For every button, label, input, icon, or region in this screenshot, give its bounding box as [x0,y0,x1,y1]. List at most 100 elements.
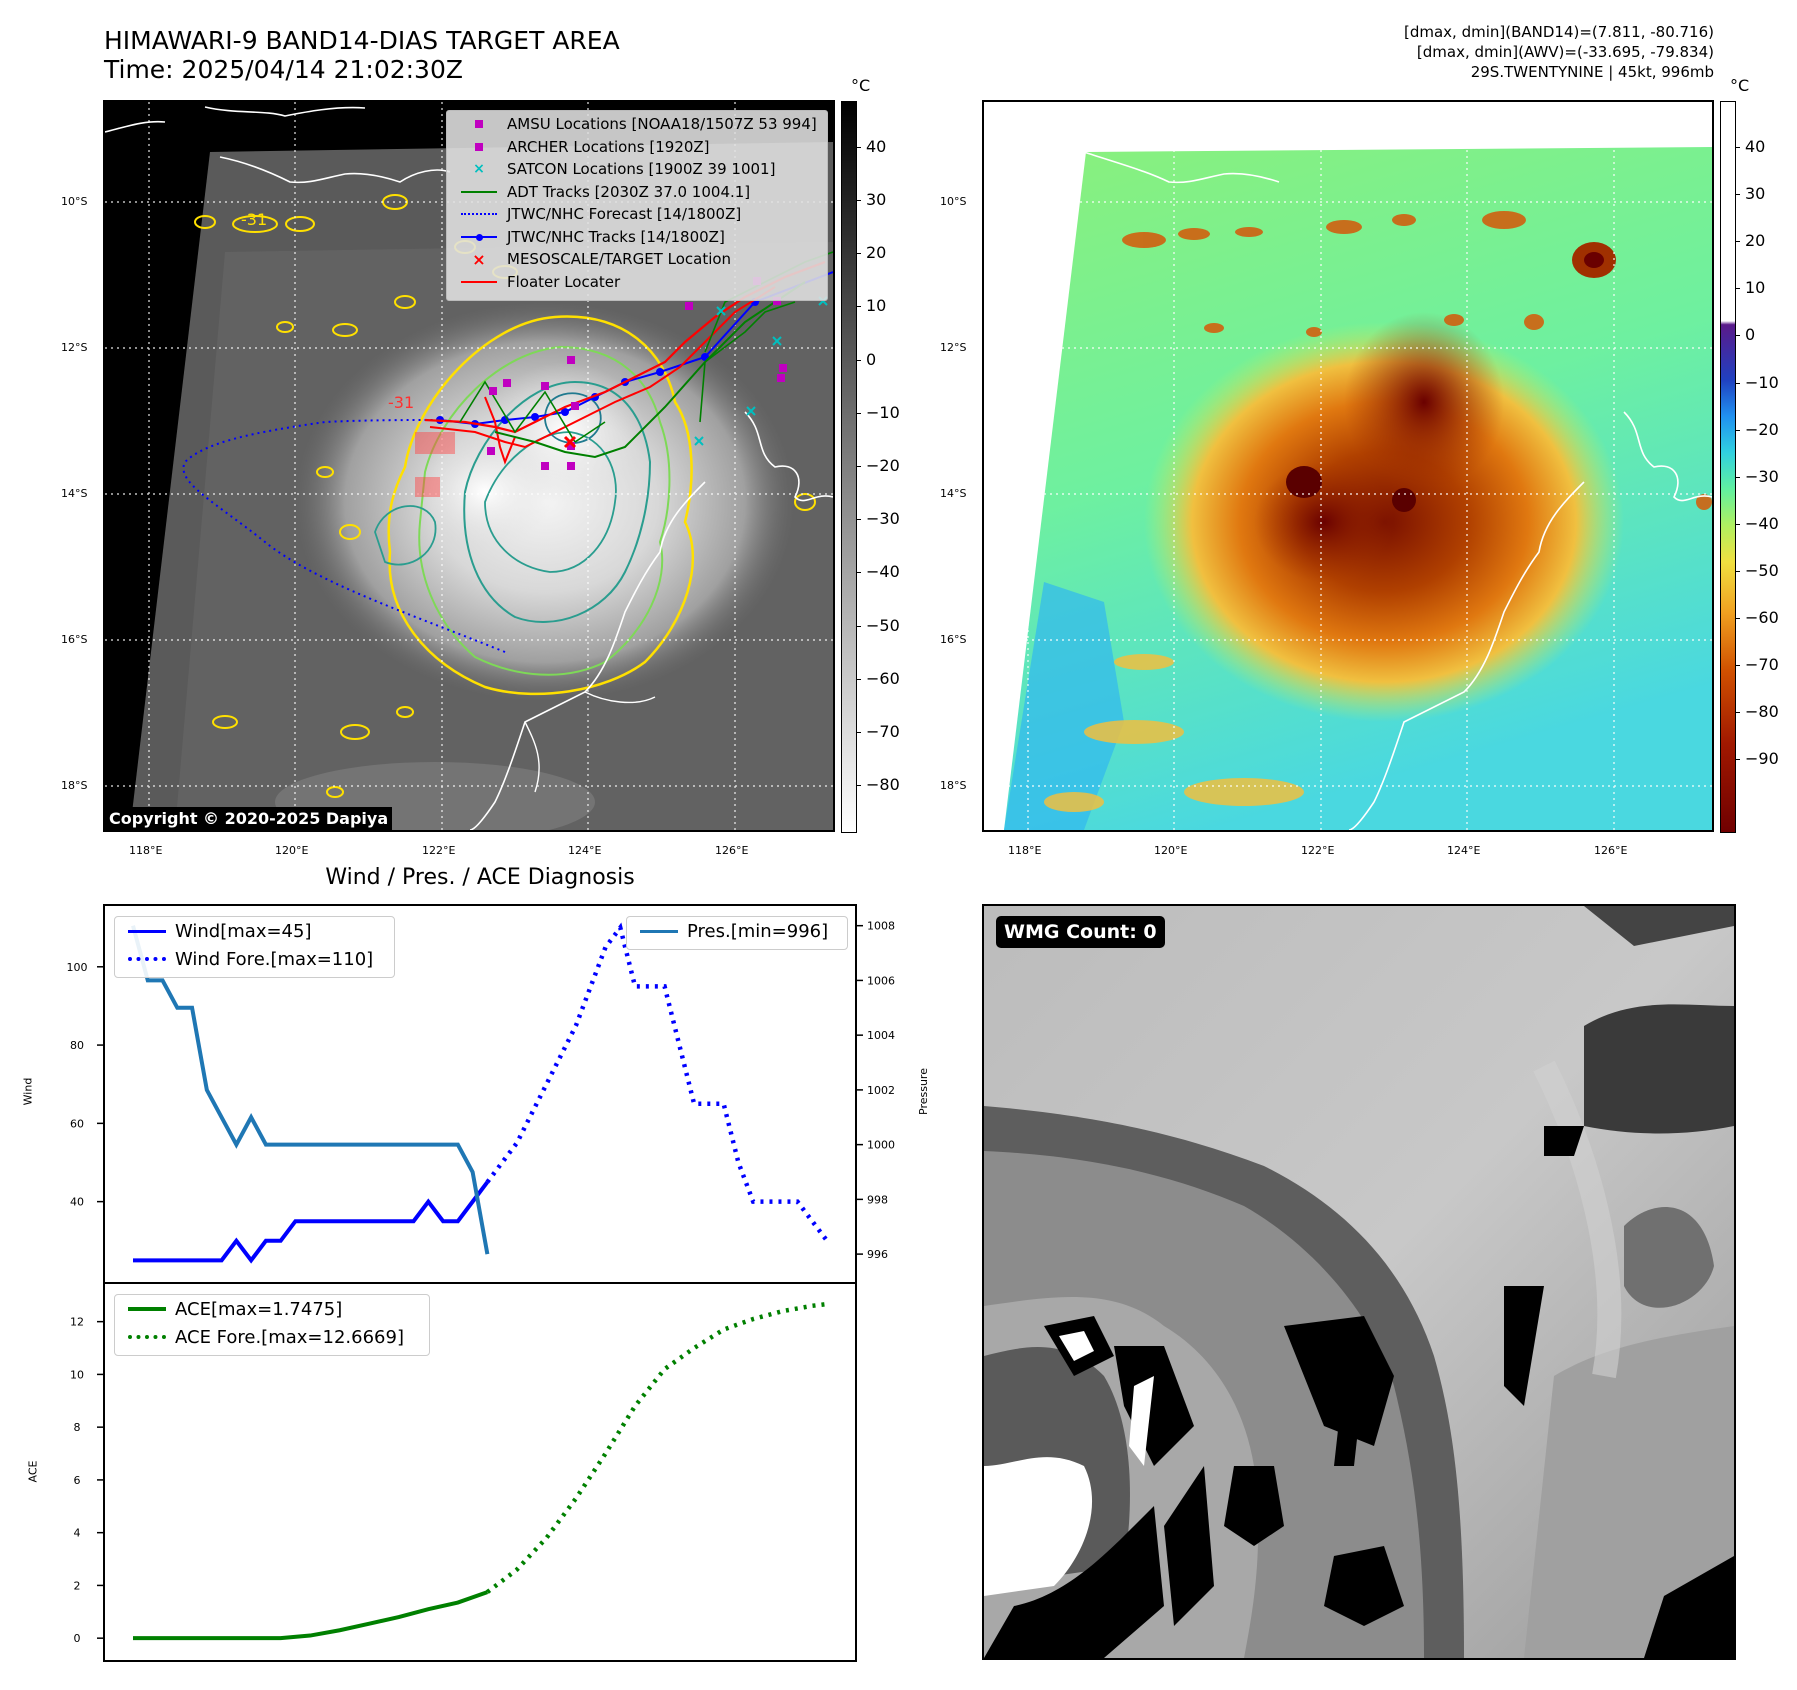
solid-line-icon [125,922,169,940]
ir-colorbar-tick-label: −40 [866,562,900,582]
y-tick-label: 2 [74,1579,81,1592]
x-marker-icon: × [473,161,485,178]
awv-colorbar-tick-mark [1735,194,1740,196]
microwave-imagery-panel: WMG Count: 0 [982,904,1736,1660]
ir-colorbar-tick-mark [856,678,861,680]
awv-colorbar-tick-label: 40 [1745,136,1766,156]
awv-colorbar-tick-label: −30 [1745,466,1779,486]
solid-line-icon [637,922,681,940]
y-tick-label: 80 [70,1039,84,1052]
awv-lat-tick-label: 10°S [940,195,967,208]
legend-label-amsu: AMSU Locations [NOAA18/1507Z 53 994] [507,115,817,134]
awv-lon-tick-label: 120°E [1154,844,1188,857]
legend-item-adt: ADT Tracks [2030Z 37.0 1004.1] [447,181,827,204]
ir-colorbar-tick-label: 20 [866,243,887,263]
awv-lon-tick-label: 124°E [1447,844,1481,857]
ir-colorbar-tick-mark [856,412,861,414]
legend-item-jtwc-forecast: JTWC/NHC Forecast [14/1800Z] [447,203,827,226]
y-tick-label: 60 [70,1117,84,1130]
diagnosis-title: Wind / Pres. / ACE Diagnosis [325,865,635,890]
legend-label-ace: ACE[max=1.7475] [175,1298,343,1320]
awv-colorbar-tick-label: −50 [1745,561,1779,580]
ir-colorbar-tick-label: −30 [866,509,900,529]
legend-item-amsu: AMSU Locations [NOAA18/1507Z 53 994] [447,113,827,136]
ir-colorbar [841,101,857,833]
y-right-tick-label: 1006 [867,974,895,987]
y-tick-label: 6 [74,1474,81,1487]
dotted-line-icon [457,205,501,223]
awv-colorbar-tick-mark [1735,712,1740,714]
awv-colorbar-tick-mark [1735,429,1740,431]
legend-label-target: MESOSCALE/TARGET Location [507,250,732,269]
ir-lon-tick-label: 124°E [568,844,602,857]
ir-lon-tick-label: 122°E [422,844,456,857]
awv-colorbar-tick-mark [1735,288,1740,290]
ir-colorbar-tick-label: −70 [866,721,900,741]
awv-colorbar-tick-label: −40 [1745,513,1779,533]
y-tick-label: 100 [67,961,88,974]
legend-label-ace-forecast: ACE Fore.[max=12.6669] [175,1326,404,1348]
awv-colorbar-tick-mark [1735,571,1740,572]
awv-colorbar-tick-label: −60 [1745,608,1779,628]
dotted-line-icon [125,950,169,968]
legend-label-satcon: SATCON Locations [1900Z 39 1001] [507,160,776,179]
ir-colorbar-unit: °C [851,76,871,95]
figure-title-line1: HIMAWARI-9 BAND14-DIAS TARGET AREA [104,26,620,55]
ir-colorbar-tick-mark [856,306,861,308]
awv-colorbar-tick-label: −80 [1745,702,1779,722]
awv-colorbar-tick-mark [1735,335,1740,337]
info-line-storm: 29S.TWENTYNINE | 45kt, 996mb [1470,63,1714,81]
legend-label-jtwc-forecast: JTWC/NHC Forecast [14/1800Z] [507,205,742,224]
ir-colorbar-tick-label: 30 [866,190,887,210]
line-dot-icon [457,228,501,246]
awv-lat-tick-label: 14°S [940,487,967,500]
ir-colorbar-tick-label: 0 [866,349,877,369]
ir-lat-tick-label: 18°S [61,779,88,792]
wind-axis-label: Wind [21,1077,35,1106]
contour-label-minus31-a: -31 [388,393,414,412]
awv-colorbar-tick-label: 0 [1745,325,1756,345]
legend-label-pressure: Pres.[min=996] [687,920,829,942]
y-right-tick-label: 1000 [867,1139,895,1152]
awv-colorbar-unit: °C [1730,76,1750,95]
y-tick-label: 4 [74,1527,81,1540]
ir-lon-tick-label: 118°E [129,844,163,857]
ir-lat-tick-label: 14°S [61,487,88,500]
legend-item-wind: Wind[max=45] [115,917,394,945]
pressure-axis-label: Pressure [916,1068,930,1115]
awv-colorbar-tick-mark [1735,523,1740,525]
ir-colorbar-tick-label: −60 [866,668,900,688]
legend-label-wind: Wind[max=45] [175,920,312,942]
legend-label-jtwc-tracks: JTWC/NHC Tracks [14/1800Z] [507,227,725,246]
awv-lat-tick-label: 18°S [940,779,967,792]
square-marker-icon [457,138,501,156]
ir-colorbar-tick-label: −80 [866,775,900,794]
ir-colorbar-tick-mark [856,572,861,574]
awv-colorbar-tick-label: −90 [1745,749,1779,769]
awv-colorbar-tick-mark [1735,665,1740,667]
ir-colorbar-tick-mark [856,200,861,202]
solid-line-icon [457,273,501,291]
ace-series-line [133,1590,489,1641]
contour-label-minus31-b: -31 [241,210,267,229]
legend-item-archer: ARCHER Locations [1920Z] [447,136,827,159]
y-tick-label: 10 [70,1368,84,1381]
awv-colorbar-tick-mark [1735,618,1740,620]
awv-colorbar-tick-label: −70 [1745,655,1779,675]
ir-colorbar-tick-mark [856,466,861,467]
ir-colorbar-tick-mark [856,359,861,361]
legend-label-archer: ARCHER Locations [1920Z] [507,137,710,156]
awv-colorbar-tick-label: −20 [1745,419,1779,439]
ace-legend: ACE[max=1.7475] ACE Fore.[max=12.6669] [114,1294,430,1356]
ir-colorbar-tick-mark [856,625,861,627]
wind-legend-right: Pres.[min=996] [626,916,848,950]
info-line-awv: [dmax, dmin](AWV)=(-33.695, -79.834) [1416,43,1714,61]
legend-label-floater: Floater Locater [507,272,621,291]
y-right-tick-label: 996 [867,1248,888,1261]
y-right-tick-label: 1002 [867,1084,895,1097]
awv-colorbar [1720,101,1736,833]
awv-lat-tick-label: 12°S [940,341,967,354]
wind-series-line [133,1180,489,1264]
legend-item-wind-forecast: Wind Fore.[max=110] [115,945,394,973]
awv-lon-tick-label: 126°E [1594,844,1628,857]
